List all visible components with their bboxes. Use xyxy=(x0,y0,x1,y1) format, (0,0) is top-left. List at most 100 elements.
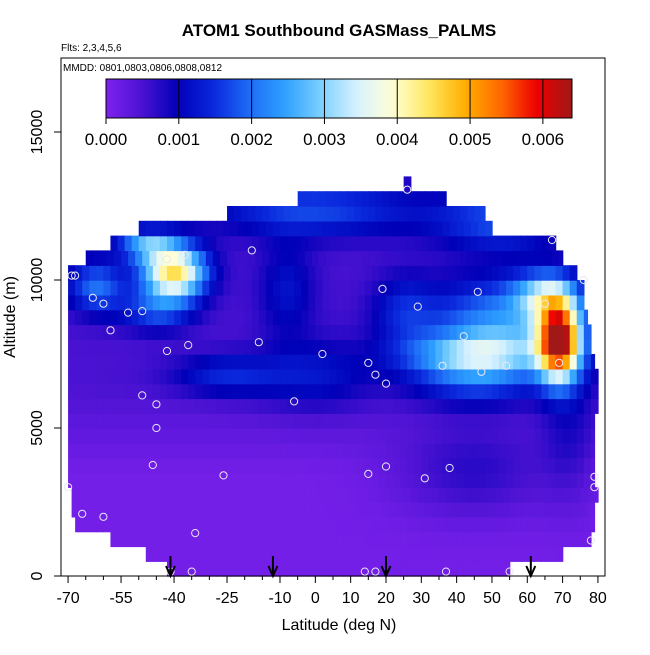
curtain-cell xyxy=(569,457,578,474)
curtain-cell xyxy=(308,265,317,281)
curtain-cell xyxy=(103,457,112,474)
curtain-cell xyxy=(237,546,246,562)
curtain-cell xyxy=(308,531,317,548)
curtain-cell xyxy=(202,531,211,548)
curtain-cell xyxy=(262,250,271,266)
curtain-cell xyxy=(287,516,295,533)
curtain-cell xyxy=(322,428,331,444)
curtain-cell xyxy=(89,516,98,533)
curtain-cell xyxy=(244,354,253,370)
curtain-cell xyxy=(343,220,352,237)
curtain-cell xyxy=(128,502,136,518)
curtain-cell xyxy=(174,309,182,326)
curtain-cell xyxy=(251,442,260,459)
curtain-cell xyxy=(301,413,309,429)
sample-point xyxy=(138,307,147,316)
curtain-cell xyxy=(371,398,380,414)
curtain-cell xyxy=(371,516,380,533)
curtain-cell xyxy=(491,442,500,459)
curtain-cell xyxy=(131,280,140,296)
curtain-cell xyxy=(138,265,147,281)
curtain-cell xyxy=(308,428,317,444)
curtain-cell xyxy=(576,531,585,548)
curtain-cell xyxy=(82,324,90,340)
curtain-cell xyxy=(103,383,112,400)
curtain-cell xyxy=(477,324,486,340)
curtain-cell xyxy=(350,235,359,252)
curtain-cell xyxy=(202,516,211,533)
curtain-cell xyxy=(209,457,218,474)
curtain-cell xyxy=(576,442,585,459)
curtain-cell xyxy=(460,206,468,222)
sample-point xyxy=(364,358,373,367)
curtain-cell xyxy=(393,368,401,385)
curtain-cell xyxy=(357,413,366,429)
curtain-cell xyxy=(414,546,423,562)
curtain-cell xyxy=(202,398,211,414)
curtain-cell xyxy=(385,339,394,355)
sample-point xyxy=(67,271,76,280)
curtain-cell xyxy=(159,280,168,296)
curtain-cell xyxy=(258,354,267,370)
curtain-cell xyxy=(159,472,168,488)
curtain-cell xyxy=(502,502,511,518)
curtain-cell xyxy=(258,324,267,340)
curtain-cell xyxy=(495,487,504,503)
curtain-cell xyxy=(477,383,486,400)
curtain-cell xyxy=(301,220,309,237)
curtain-cell xyxy=(205,250,214,266)
curtain-cell xyxy=(124,294,133,311)
curtain-cell xyxy=(357,546,366,562)
curtain-cell xyxy=(92,250,101,266)
curtain-cell xyxy=(287,235,295,252)
curtain-cell xyxy=(315,324,324,340)
curtain-cell xyxy=(336,561,345,577)
curtain-cell xyxy=(89,442,98,459)
curtain-cell xyxy=(138,413,147,429)
curtain-cell xyxy=(110,531,119,548)
curtain-cell xyxy=(569,442,578,459)
curtain-cell xyxy=(265,220,274,237)
curtain-cell xyxy=(463,516,472,533)
curtain-cell xyxy=(124,354,133,370)
curtain-cell xyxy=(149,250,158,266)
curtain-cell xyxy=(311,191,320,207)
curtain-cell xyxy=(414,265,423,281)
curtain-cell xyxy=(400,531,408,548)
curtain-cell xyxy=(272,383,281,400)
colorbar-tick-label: 0.002 xyxy=(230,130,273,149)
curtain-cell xyxy=(435,531,444,548)
curtain-cell xyxy=(237,442,246,459)
curtain-cell xyxy=(343,561,352,577)
curtain-cell xyxy=(499,339,507,355)
curtain-cell xyxy=(491,339,500,355)
curtain-cell xyxy=(523,487,532,503)
curtain-cell xyxy=(117,368,126,385)
x-tick-label: 50 xyxy=(483,590,501,607)
curtain-cell xyxy=(318,191,327,207)
curtain-cell xyxy=(491,309,500,326)
curtain-cell xyxy=(491,265,500,281)
curtain-cell xyxy=(315,442,324,459)
curtain-cell xyxy=(166,354,175,370)
curtain-cell xyxy=(375,206,384,222)
curtain-cell xyxy=(442,220,451,237)
curtain-cell xyxy=(513,339,521,355)
curtain-cell xyxy=(244,457,253,474)
curtain-cell xyxy=(583,457,592,474)
curtain-cell xyxy=(530,250,539,266)
curtain-cell xyxy=(541,309,550,326)
curtain-cell xyxy=(491,472,500,488)
curtain-cell xyxy=(287,561,295,577)
curtain-cell xyxy=(294,220,302,237)
curtain-cell xyxy=(308,398,317,414)
curtain-cell xyxy=(484,368,493,385)
curtain-cell xyxy=(177,502,186,518)
curtain-cell xyxy=(322,368,331,385)
curtain-cell xyxy=(396,487,405,503)
curtain-cell xyxy=(583,398,592,414)
curtain-cell xyxy=(477,472,486,488)
curtain-cell xyxy=(393,280,401,296)
curtain-cell xyxy=(89,457,98,474)
curtain-cell xyxy=(152,472,161,488)
